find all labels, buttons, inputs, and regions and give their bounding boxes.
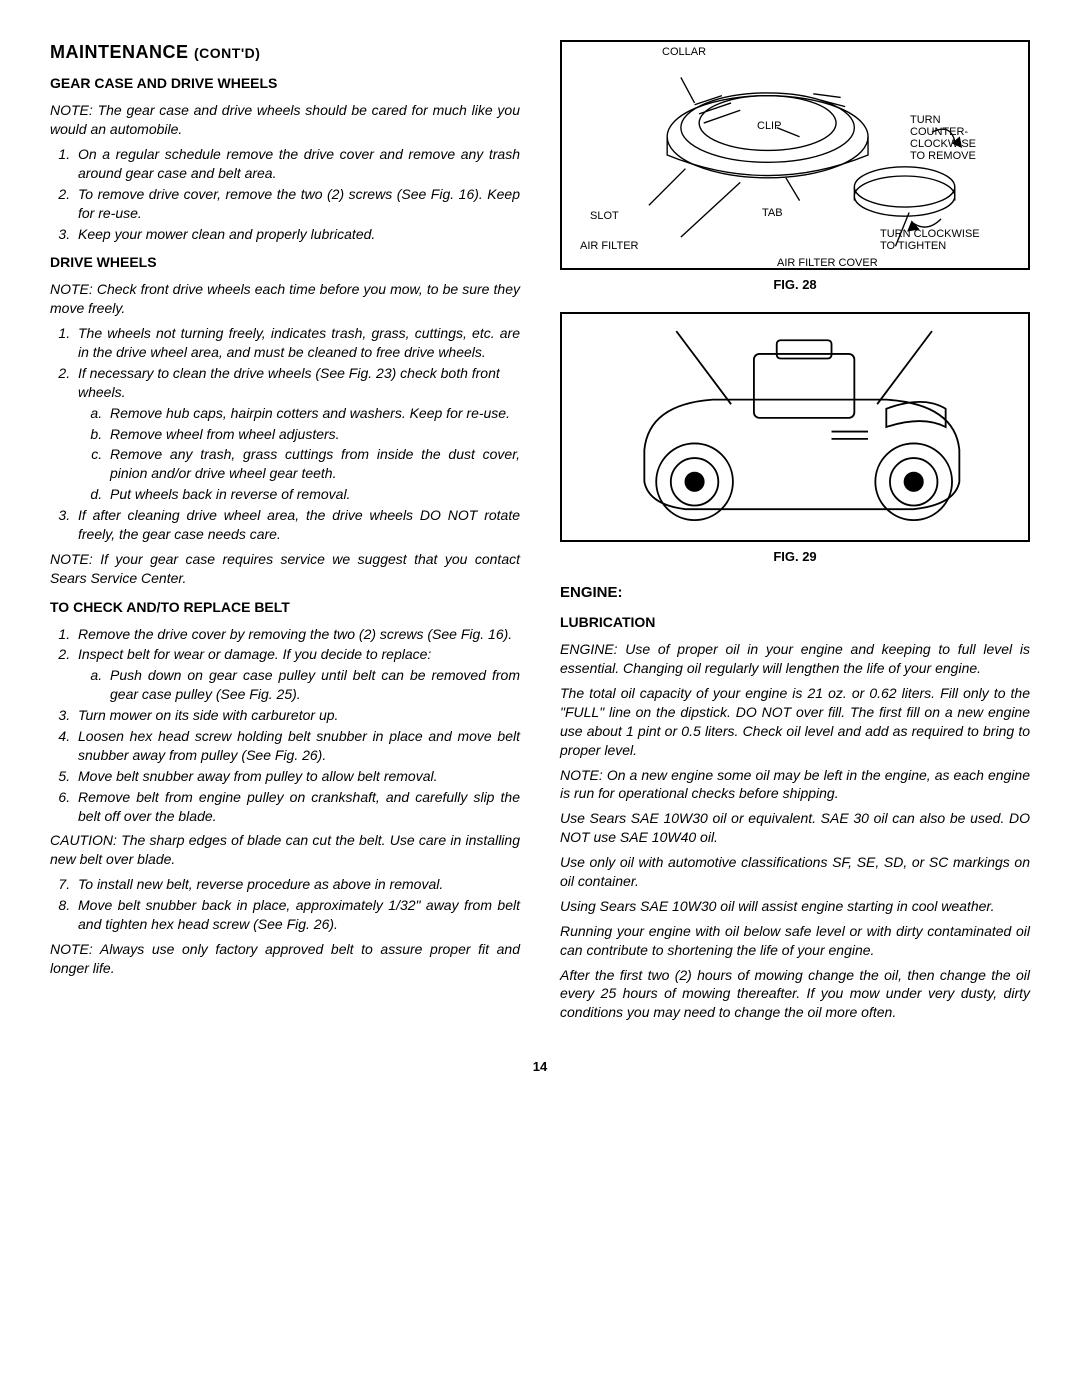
label-clip: CLIP <box>757 120 781 132</box>
list-item: Turn mower on its side with carburetor u… <box>74 706 520 725</box>
list-item: If after cleaning drive wheel area, the … <box>74 506 520 544</box>
label-air-filter: AIR FILTER <box>580 240 638 252</box>
page-number: 14 <box>50 1058 1030 1076</box>
note-belt: NOTE: Always use only factory approved b… <box>50 940 520 978</box>
label-collar: COLLAR <box>662 46 706 58</box>
heading-belt: TO CHECK AND/TO REPLACE BELT <box>50 598 520 617</box>
list-belt: Remove the drive cover by removing the t… <box>50 625 520 826</box>
fig28-caption: FIG. 28 <box>560 276 1030 294</box>
list-item: Remove wheel from wheel adjusters. <box>106 425 520 444</box>
left-column: MAINTENANCE (CONT'D) GEAR CASE AND DRIVE… <box>50 40 520 1028</box>
list-item: On a regular schedule remove the drive c… <box>74 145 520 183</box>
note-drive-wheels: NOTE: Check front drive wheels each time… <box>50 280 520 318</box>
list-item: Keep your mower clean and properly lubri… <box>74 225 520 244</box>
list-belt-cont: To install new belt, reverse procedure a… <box>50 875 520 934</box>
sub-list: Remove hub caps, hairpin cotters and was… <box>78 404 520 504</box>
label-slot: SLOT <box>590 210 619 222</box>
list-item: Move belt snubber away from pulley to al… <box>74 767 520 786</box>
fig29-svg <box>570 322 1020 532</box>
list-item: Put wheels back in reverse of removal. <box>106 485 520 504</box>
right-column: COLLAR CLIP SLOT TAB AIR FILTER TURN COU… <box>560 40 1030 1028</box>
list-item: To install new belt, reverse procedure a… <box>74 875 520 894</box>
list-item: Move belt snubber back in place, approxi… <box>74 896 520 934</box>
heading-drive-wheels: DRIVE WHEELS <box>50 253 520 272</box>
engine-p4: Use Sears SAE 10W30 oil or equivalent. S… <box>560 809 1030 847</box>
engine-p6: Using Sears SAE 10W30 oil will assist en… <box>560 897 1030 916</box>
list-item: Push down on gear case pulley until belt… <box>106 666 520 704</box>
label-turn-ccw: TURN COUNTER- CLOCKWISE TO REMOVE <box>910 114 976 162</box>
label-tab: TAB <box>762 207 783 219</box>
engine-p8: After the first two (2) hours of mowing … <box>560 966 1030 1023</box>
sub-list: Push down on gear case pulley until belt… <box>78 666 520 704</box>
label-turn-cw: TURN CLOCKWISE TO TIGHTEN <box>880 228 980 252</box>
item-text: Inspect belt for wear or damage. If you … <box>78 646 431 662</box>
title-text: MAINTENANCE <box>50 42 189 62</box>
engine-p1: ENGINE: Use of proper oil in your engine… <box>560 640 1030 678</box>
list-item: Remove the drive cover by removing the t… <box>74 625 520 644</box>
fig29-caption: FIG. 29 <box>560 548 1030 566</box>
heading-engine: ENGINE: <box>560 583 1030 603</box>
engine-p2: The total oil capacity of your engine is… <box>560 684 1030 760</box>
list-drive-wheels: The wheels not turning freely, indicates… <box>50 324 520 544</box>
figure-28: COLLAR CLIP SLOT TAB AIR FILTER TURN COU… <box>560 40 1030 270</box>
engine-p5: Use only oil with automotive classificat… <box>560 853 1030 891</box>
note-service: NOTE: If your gear case requires service… <box>50 550 520 588</box>
main-title: MAINTENANCE (CONT'D) <box>50 40 520 64</box>
label-air-filter-cover: AIR FILTER COVER <box>777 257 878 269</box>
caution-blade: CAUTION: The sharp edges of blade can cu… <box>50 831 520 869</box>
item-text: If necessary to clean the drive wheels (… <box>78 365 500 400</box>
list-item: Remove any trash, grass cuttings from in… <box>106 445 520 483</box>
engine-p3: NOTE: On a new engine some oil may be le… <box>560 766 1030 804</box>
heading-gear-case: GEAR CASE AND DRIVE WHEELS <box>50 74 520 93</box>
list-item: If necessary to clean the drive wheels (… <box>74 364 520 504</box>
list-item: Remove belt from engine pulley on cranks… <box>74 788 520 826</box>
list-item: To remove drive cover, remove the two (2… <box>74 185 520 223</box>
heading-lubrication: LUBRICATION <box>560 613 1030 632</box>
list-gear-case: On a regular schedule remove the drive c… <box>50 145 520 243</box>
title-cont: (CONT'D) <box>194 45 260 61</box>
note-gear-case: NOTE: The gear case and drive wheels sho… <box>50 101 520 139</box>
list-item: Loosen hex head screw holding belt snubb… <box>74 727 520 765</box>
list-item: Inspect belt for wear or damage. If you … <box>74 645 520 704</box>
list-item: The wheels not turning freely, indicates… <box>74 324 520 362</box>
figure-29 <box>560 312 1030 542</box>
engine-p7: Running your engine with oil below safe … <box>560 922 1030 960</box>
list-item: Remove hub caps, hairpin cotters and was… <box>106 404 520 423</box>
